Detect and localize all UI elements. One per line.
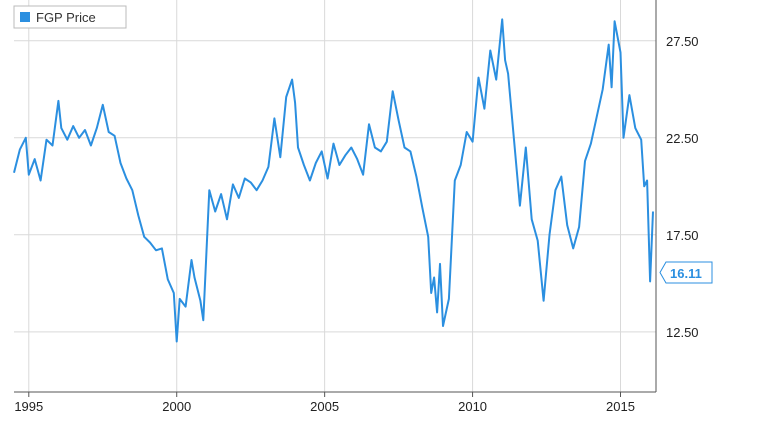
tick-labels: 1995 2000 2005 2010 2015 12.50 17.50 22.50 27.50 [14,34,698,414]
x-tick-label: 2000 [162,399,191,414]
y-tick-label: 12.50 [666,325,699,340]
series-line-fgp-price [13,18,654,343]
x-tick-label: 1995 [14,399,43,414]
legend: FGP Price [13,5,127,29]
y-tick-label: 22.50 [666,131,699,146]
plot-area [14,0,656,392]
callout-box [659,261,713,284]
legend-label: FGP Price [36,10,96,25]
x-tick-label: 2010 [458,399,487,414]
legend-box [13,5,127,29]
x-tick-label: 2005 [310,399,339,414]
legend-swatch [20,12,30,22]
last-value-callout: 16.11 [659,261,713,284]
y-tick-label: 27.50 [666,34,699,49]
series-layer [13,18,654,343]
axes [14,0,657,397]
grid-lines [14,0,656,392]
last-value-label: 16.11 [670,266,702,281]
x-tick-label: 2015 [606,399,635,414]
y-tick-label: 17.50 [666,228,699,243]
